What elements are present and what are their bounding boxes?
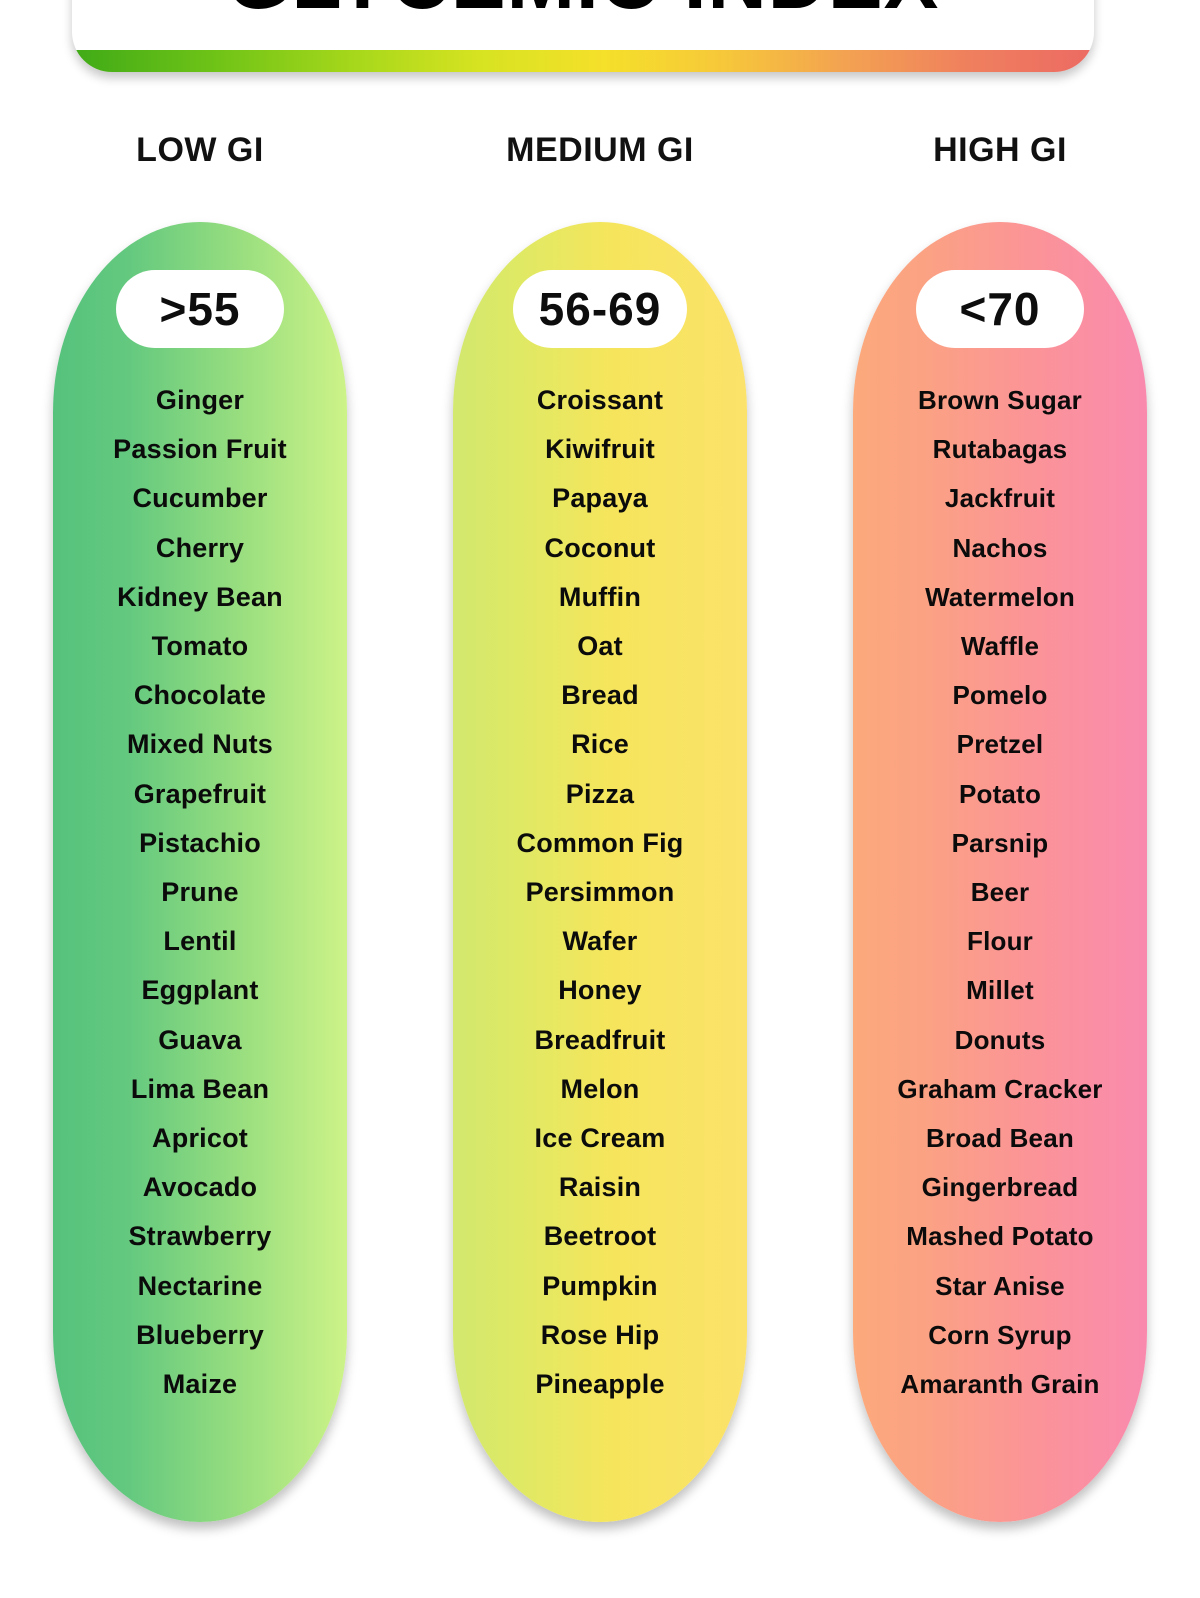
gi-gradient-bar [72, 50, 1094, 72]
food-item: Corn Syrup [928, 1319, 1072, 1350]
food-item: Breadfruit [534, 1024, 666, 1055]
food-item: Avocado [142, 1172, 258, 1203]
food-item: Broad Bean [926, 1123, 1074, 1154]
food-item: Tomato [151, 631, 249, 662]
food-item: Amaranth Grain [900, 1369, 1100, 1400]
food-item: Persimmon [525, 877, 675, 908]
food-item: Chocolate [133, 680, 267, 711]
food-item: Gingerbread [921, 1172, 1079, 1203]
food-list-medium: Croissant Kiwifruit Papaya Coconut Muffin Oat… [453, 376, 747, 1409]
food-item: Rice [571, 729, 629, 760]
range-pill-medium: 56-69 [512, 270, 688, 348]
column-header-high-gi: HIGH GI [933, 131, 1067, 169]
food-item: Pizza [565, 778, 635, 809]
column-slot-high: <70 Brown Sugar Rutabagas Jackfruit Nachos W… [800, 222, 1200, 1522]
food-item: Ice Cream [534, 1123, 666, 1154]
range-value-high: <70 [959, 283, 1041, 335]
food-item: Strawberry [128, 1221, 272, 1252]
food-item: Grapefruit [133, 778, 267, 809]
food-item: Waffle [960, 631, 1040, 662]
food-item: Croissant [536, 385, 664, 415]
food-item: Prune [161, 877, 239, 908]
column-header-slot-medium: MEDIUM GI [400, 131, 800, 181]
food-item: Raisin [558, 1172, 642, 1203]
food-item: Beetroot [543, 1221, 657, 1252]
food-item: Star Anise [935, 1270, 1065, 1301]
food-item: Parsnip [951, 827, 1049, 858]
gi-columns-container: >55 Ginger Passion Fruit Cucumber Cherry Kid… [0, 222, 1200, 1522]
food-item: Bread [561, 680, 639, 711]
range-value-medium: 56-69 [538, 283, 662, 335]
food-item: Cherry [155, 532, 245, 563]
food-item: Nectarine [137, 1270, 263, 1301]
food-item: Lima Bean [130, 1073, 270, 1104]
food-item: Pretzel [956, 729, 1044, 760]
food-item: Blueberry [136, 1319, 264, 1350]
food-item: Graham Cracker [897, 1073, 1103, 1104]
gi-column-low: >55 Ginger Passion Fruit Cucumber Cherry Kid… [53, 222, 347, 1522]
column-slot-medium: 56-69 Croissant Kiwifruit Papaya Coconut Muf… [400, 222, 800, 1522]
range-value-low: >55 [159, 283, 241, 335]
range-pill-low: >55 [116, 270, 284, 348]
food-item: Mashed Potato [906, 1221, 1094, 1252]
food-item: Ginger [155, 385, 245, 415]
food-item: Honey [558, 975, 642, 1006]
food-item: Pomelo [952, 680, 1048, 711]
column-header-slot-high: HIGH GI [800, 131, 1200, 181]
column-header-low-gi: LOW GI [136, 131, 264, 169]
food-item: Melon [560, 1073, 640, 1104]
food-item: Passion Fruit [113, 434, 287, 465]
food-item: Papaya [552, 483, 648, 514]
food-item: Apricot [152, 1123, 248, 1154]
food-item: Oat [577, 631, 623, 662]
page-title: GLYCEMIC INDEX [227, 0, 940, 22]
food-item: Pineapple [535, 1369, 665, 1400]
column-slot-low: >55 Ginger Passion Fruit Cucumber Cherry Kid… [0, 222, 400, 1522]
food-item: Potato [958, 778, 1042, 809]
food-item: Nachos [952, 532, 1048, 563]
food-item: Millet [966, 975, 1034, 1006]
food-item: Mixed Nuts [126, 729, 274, 760]
food-item: Pumpkin [542, 1270, 658, 1301]
food-item: Flour [967, 926, 1033, 957]
header-card: GLYCEMIC INDEX [72, 0, 1094, 72]
food-item: Lentil [163, 926, 237, 957]
food-item: Jackfruit [944, 483, 1056, 514]
gi-column-high: <70 Brown Sugar Rutabagas Jackfruit Nachos W… [853, 222, 1147, 1522]
range-pill-high: <70 [916, 270, 1084, 348]
food-item: Watermelon [925, 581, 1075, 612]
food-item: Common Fig [516, 827, 684, 858]
food-item: Kiwifruit [545, 434, 655, 465]
food-item: Guava [158, 1024, 242, 1055]
column-header-slot-low: LOW GI [0, 131, 400, 181]
gi-column-medium: 56-69 Croissant Kiwifruit Papaya Coconut Muf… [453, 222, 747, 1522]
food-item: Maize [162, 1369, 238, 1400]
food-item: Kidney Bean [117, 581, 283, 612]
food-item: Muffin [558, 581, 642, 612]
food-item: Donuts [954, 1024, 1046, 1055]
food-list-high: Brown Sugar Rutabagas Jackfruit Nachos Water… [853, 376, 1147, 1409]
food-item: Eggplant [141, 975, 259, 1006]
food-item: Brown Sugar [918, 385, 1082, 415]
column-header-medium-gi: MEDIUM GI [506, 131, 694, 169]
food-list-low: Ginger Passion Fruit Cucumber Cherry Kidney … [53, 376, 347, 1409]
food-item: Pistachio [139, 827, 261, 858]
food-item: Beer [970, 877, 1030, 908]
food-item: Rose Hip [540, 1319, 660, 1350]
column-headers-row: LOW GI MEDIUM GI HIGH GI [0, 131, 1200, 181]
food-item: Rutabagas [932, 434, 1068, 465]
food-item: Cucumber [132, 483, 268, 514]
food-item: Wafer [562, 926, 638, 957]
food-item: Coconut [544, 532, 656, 563]
